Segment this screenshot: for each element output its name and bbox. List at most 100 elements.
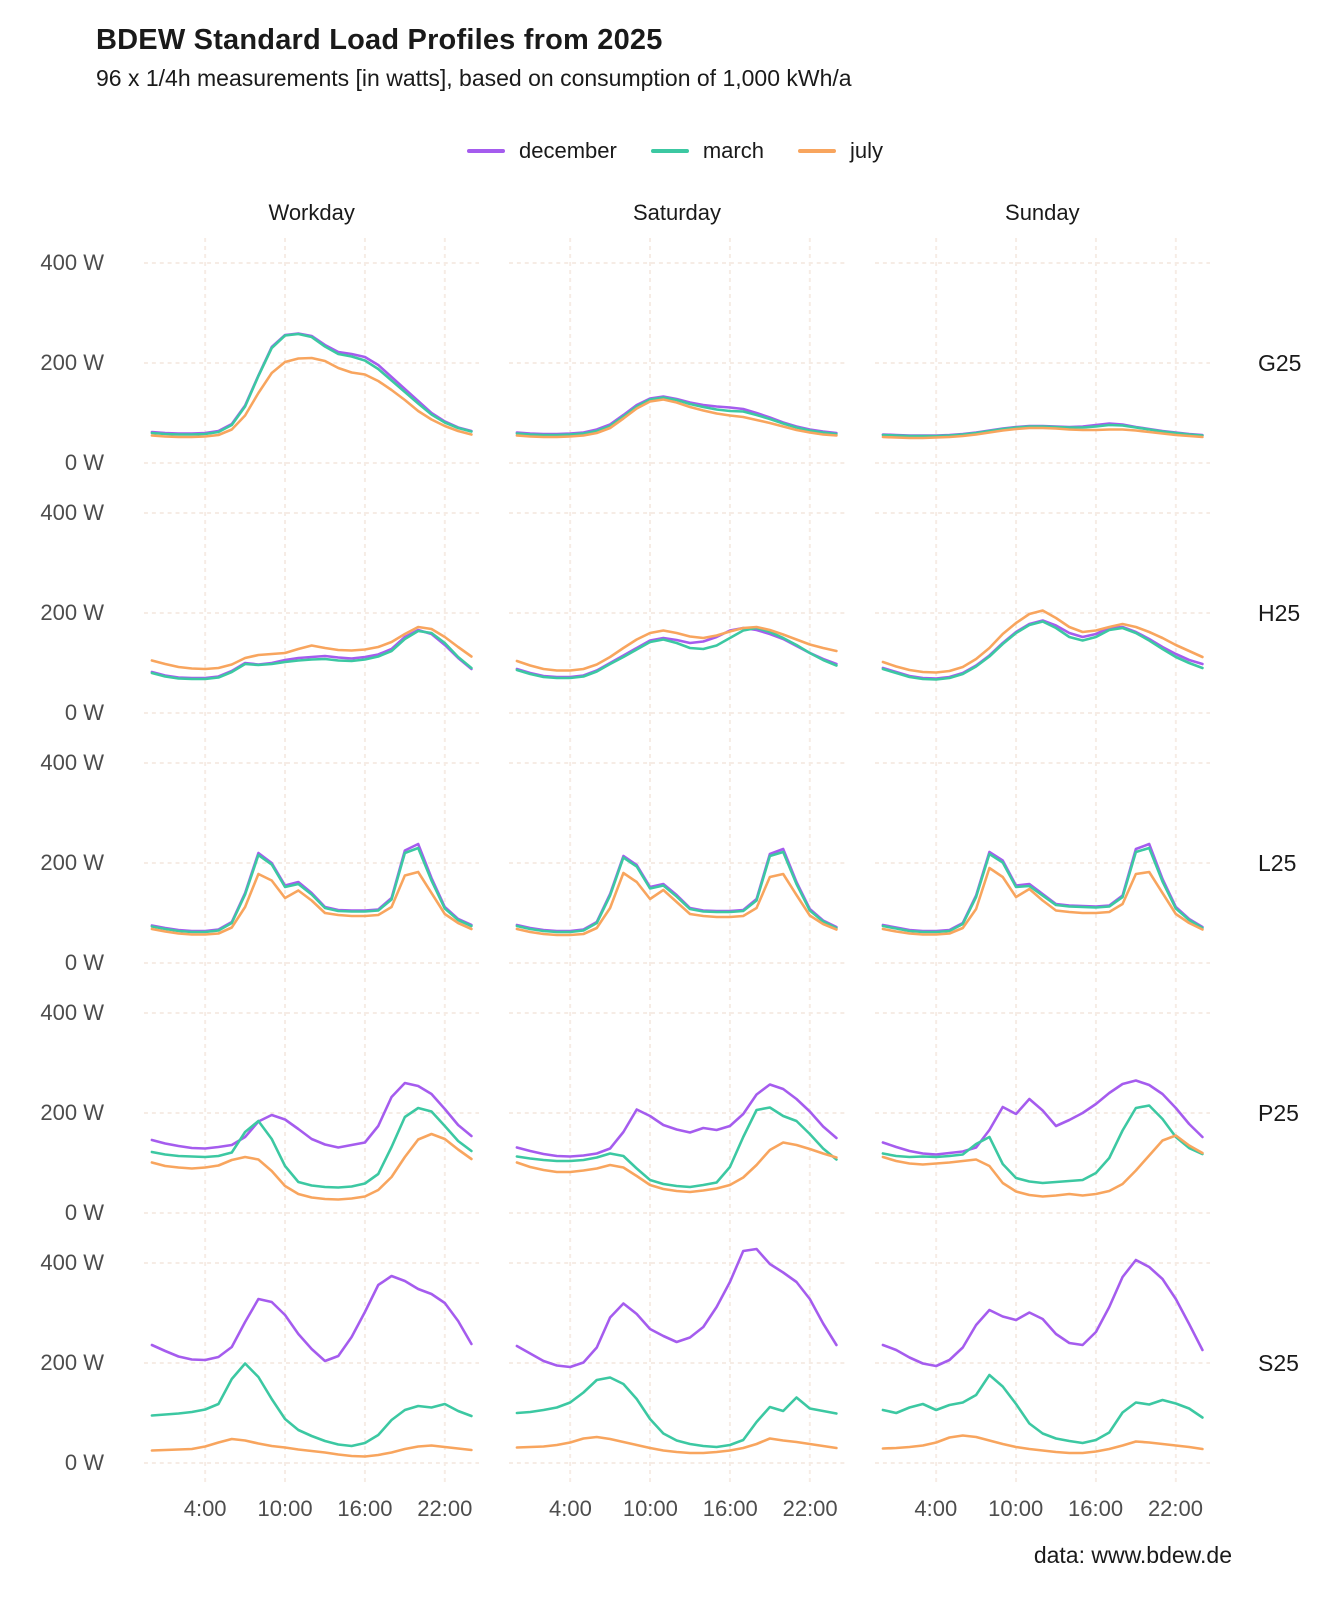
caption: data: www.bdew.de <box>1033 1542 1232 1568</box>
y-tick-label: 200 W <box>40 350 104 375</box>
panel-p25-workday <box>144 988 480 1238</box>
facet-column-title-saturday: Saturday <box>632 200 722 225</box>
line-july <box>881 1434 1204 1455</box>
line-december <box>515 1247 839 1369</box>
chart-panel-svg <box>144 1238 480 1486</box>
line-july <box>881 609 1204 674</box>
panel-l25-sunday <box>874 738 1210 988</box>
x-tick-label: 22:00 <box>1147 1496 1203 1521</box>
facet-row-title: S25 <box>1258 1349 1299 1376</box>
legend-label: december <box>519 138 617 163</box>
line-march <box>515 850 839 934</box>
panel-h25-workday <box>144 488 480 738</box>
line-july <box>150 870 473 936</box>
y-tick-label: 200 W <box>40 600 104 625</box>
facet-row-strip-s25: S25 <box>1240 1238 1332 1488</box>
chart-subtitle: 96 x 1/4h measurements [in watts], based… <box>96 65 852 91</box>
line-december <box>881 619 1204 680</box>
x-tick-label: 4:00 <box>914 1496 958 1521</box>
x-tick-label: 16:00 <box>337 1496 393 1521</box>
line-march <box>881 1373 1204 1445</box>
panel-p25-sunday <box>874 988 1210 1238</box>
line-december <box>881 1079 1204 1156</box>
line-july <box>150 625 473 671</box>
x-tick-label: 4:00 <box>183 1496 227 1521</box>
line-july <box>515 398 839 439</box>
facet-column-title-workday: Workday <box>268 200 355 225</box>
legend: december march july <box>18 136 1332 166</box>
y-axis-h25: 400 W 200 W 0 W <box>18 488 114 738</box>
panel-l25-saturday <box>509 738 845 988</box>
facet-row-strip-h25: H25 <box>1240 488 1332 738</box>
x-tick-label: 10:00 <box>622 1496 678 1521</box>
chart-panel-svg <box>144 488 480 736</box>
line-december <box>150 1081 473 1150</box>
line-july <box>515 625 839 672</box>
line-december <box>515 1083 839 1158</box>
x-axis-saturday: 4:00 10:00 16:00 22:00 <box>509 1488 844 1532</box>
line-december <box>150 842 473 933</box>
chart-title: BDEW Standard Load Profiles from 2025 <box>96 24 663 56</box>
chart-panel-svg <box>144 238 480 486</box>
panel-g25-workday <box>144 238 480 488</box>
line-july <box>515 1141 839 1194</box>
x-axis-sunday: 4:00 10:00 16:00 22:00 <box>875 1488 1210 1532</box>
line-december <box>150 332 473 435</box>
chart-panel-svg <box>509 738 845 986</box>
y-tick-label: 0 W <box>64 450 104 475</box>
chart-panel-svg <box>509 1238 845 1486</box>
x-tick-label: 16:00 <box>1068 1496 1124 1521</box>
chart-panel-svg <box>144 988 480 1236</box>
line-march <box>515 626 839 680</box>
legend-label: july <box>849 138 883 163</box>
line-march <box>150 332 473 436</box>
line-july <box>881 866 1204 936</box>
y-axis-p25: 400 W 200 W 0 W <box>18 988 114 1238</box>
y-tick-label: 200 W <box>40 1350 104 1375</box>
line-march <box>881 846 1204 934</box>
y-tick-label: 200 W <box>40 1100 104 1125</box>
line-march <box>150 629 473 681</box>
line-march <box>515 1376 839 1449</box>
facet-row-strip-l25: L25 <box>1240 738 1332 988</box>
legend-line-swatch <box>797 149 836 153</box>
panel-g25-sunday <box>874 238 1210 488</box>
line-march <box>515 1106 839 1189</box>
y-tick-label: 0 W <box>64 1450 104 1475</box>
y-tick-label: 200 W <box>40 850 104 875</box>
panel-h25-sunday <box>874 488 1210 738</box>
y-axis-l25: 400 W 200 W 0 W <box>18 738 114 988</box>
x-tick-label: 10:00 <box>988 1496 1044 1521</box>
line-december <box>150 1274 473 1363</box>
x-tick-label: 4:00 <box>549 1496 592 1521</box>
facet-row-title: P25 <box>1258 1099 1299 1126</box>
panel-s25-workday <box>144 1238 480 1488</box>
y-tick-label: 400 W <box>40 1250 104 1275</box>
line-july <box>515 1435 839 1455</box>
y-axis-s25: 400 W 200 W 0 W <box>18 1238 114 1488</box>
line-december <box>881 842 1204 933</box>
legend-item: march <box>650 138 764 164</box>
facet-row-strip-p25: P25 <box>1240 988 1332 1238</box>
x-axis-workday: 4:00 10:00 16:00 22:00 <box>144 1488 479 1532</box>
chart-panel-svg <box>874 988 1210 1236</box>
chart-panel-svg <box>874 1238 1210 1486</box>
line-july <box>150 356 473 439</box>
line-march <box>881 620 1204 681</box>
chart-panel-svg <box>874 238 1210 486</box>
x-tick-label: 22:00 <box>417 1496 473 1521</box>
axis-corner <box>18 190 114 238</box>
line-december <box>150 628 473 680</box>
panel-p25-saturday <box>509 988 845 1238</box>
legend-line-swatch <box>650 149 689 153</box>
chart-panel-svg <box>144 738 480 986</box>
x-tick-label: 22:00 <box>782 1496 838 1521</box>
chart-panel-svg <box>874 488 1210 736</box>
line-march <box>881 423 1204 438</box>
facet-grid: Workday Saturday Sunday 400 W 200 W 0 W G25 400… <box>18 190 1332 1532</box>
facet-column-title-sunday: Sunday <box>1005 200 1080 225</box>
facet-row-strip-g25: G25 <box>1240 238 1332 488</box>
line-july <box>881 1134 1204 1198</box>
y-tick-label: 400 W <box>40 500 104 525</box>
